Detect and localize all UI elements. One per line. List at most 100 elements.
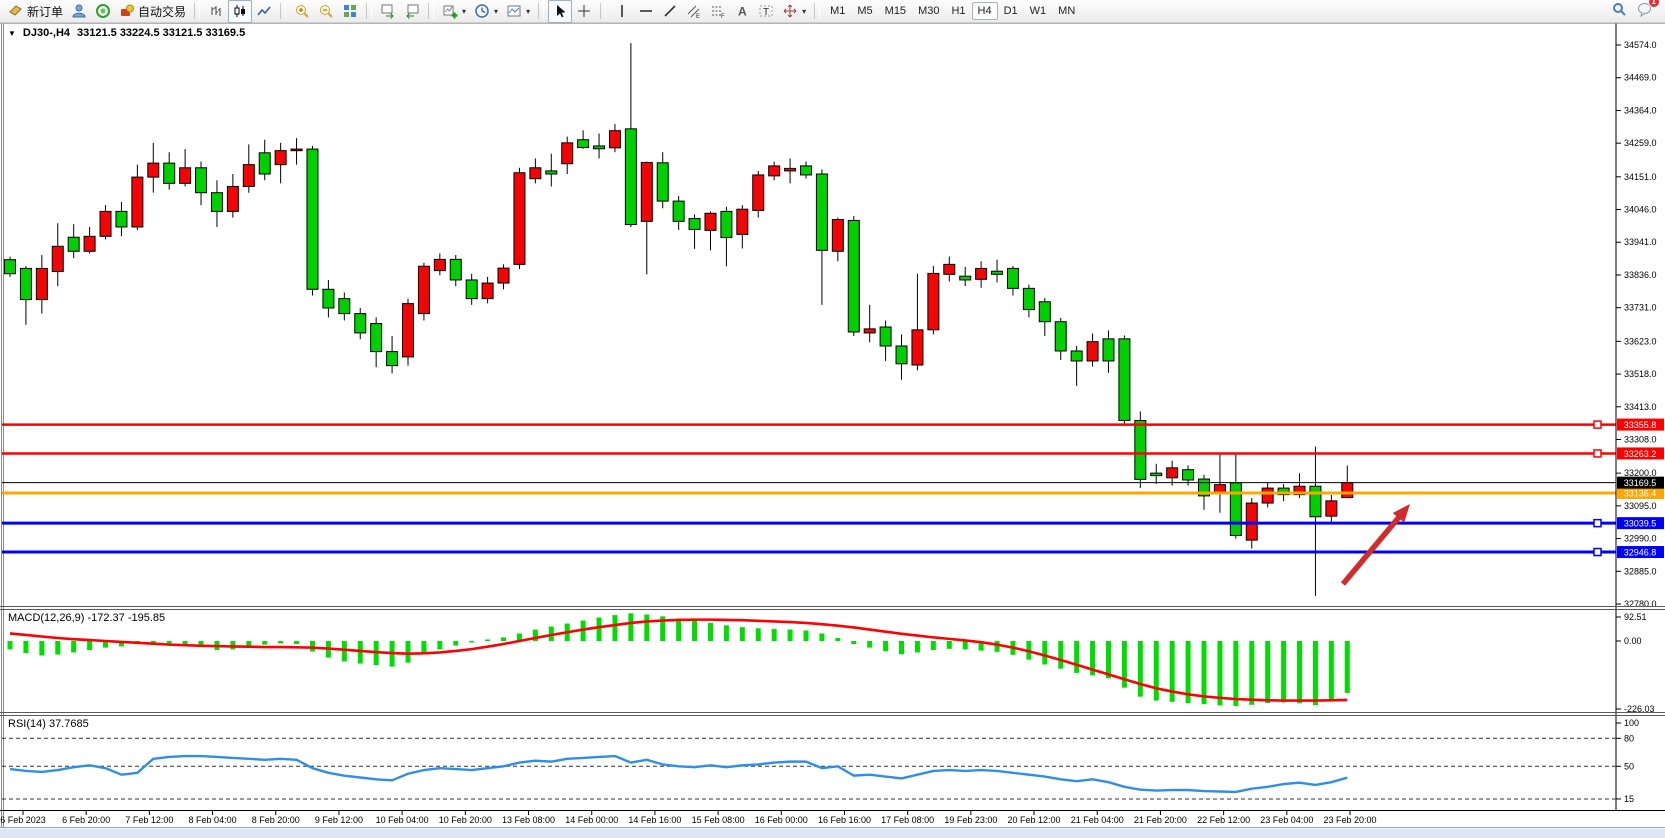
chevron-down-icon[interactable]: ▾: [526, 6, 531, 16]
vline-button[interactable]: [610, 0, 634, 23]
zoom-in-button[interactable]: [290, 0, 314, 23]
signal-button[interactable]: [91, 0, 115, 23]
candle-body: [290, 148, 303, 152]
macd-histogram-bar: [1249, 641, 1255, 705]
macd-histogram-bar: [612, 615, 618, 641]
timeframe-w1-button[interactable]: W1: [1029, 5, 1047, 17]
cursor-button[interactable]: [548, 0, 573, 23]
new-order-button[interactable]: 新订单: [4, 0, 67, 23]
trendline-button[interactable]: [658, 0, 682, 23]
candle-body: [354, 313, 367, 334]
price-badge: [1617, 486, 1664, 499]
macd-histogram-bar: [660, 616, 666, 641]
candle-body: [831, 218, 844, 252]
macd-histogram-bar: [485, 639, 491, 641]
periods-button[interactable]: ▾: [470, 0, 502, 23]
candle-body: [847, 219, 860, 333]
zoom-out-button[interactable]: [314, 0, 338, 23]
hline-handle[interactable]: [1593, 518, 1602, 528]
macd-histogram-bar: [1105, 641, 1111, 679]
timeframe-m15-button[interactable]: M15: [884, 5, 907, 17]
candle-body: [274, 150, 287, 166]
price-axis-label: 33623.0: [1624, 336, 1657, 346]
candlestick-button[interactable]: [228, 0, 253, 23]
line-chart-button[interactable]: [252, 0, 276, 23]
candle-body: [1166, 467, 1179, 479]
macd-histogram-bar: [723, 625, 729, 641]
trend-arrow-head[interactable]: [1392, 504, 1410, 523]
macd-axis-label: 92.51: [1624, 612, 1647, 622]
price-axis-label: 34151.0: [1624, 172, 1657, 182]
candle-body: [83, 235, 96, 252]
candle-body: [529, 167, 542, 180]
text-button[interactable]: A: [730, 0, 754, 23]
arrange-icon: [404, 3, 420, 19]
macd-histogram-bar: [453, 641, 459, 646]
date-axis-label: 13 Feb 08:00: [502, 815, 555, 825]
rsi-label: RSI(14) 37.7685: [8, 718, 89, 730]
candle-body: [417, 265, 430, 315]
price-axis-label: 34574.0: [1624, 40, 1657, 50]
date-axis-label: 21 Feb 20:00: [1134, 815, 1187, 825]
hline-icon: [638, 3, 654, 19]
timeframe-m1-button[interactable]: M1: [830, 5, 846, 17]
crosshair-button[interactable]: [572, 0, 596, 23]
track-chart-button[interactable]: [400, 0, 424, 23]
shapes-icon: [782, 3, 798, 19]
symbol-dropdown-icon[interactable]: ▼: [8, 28, 16, 38]
hline-handle[interactable]: [1593, 547, 1602, 557]
chevron-down-icon[interactable]: ▾: [462, 6, 467, 16]
templates-button[interactable]: ▾: [502, 0, 534, 23]
candle-body: [943, 263, 956, 275]
candle-body: [179, 167, 192, 184]
fibonacci-button[interactable]: F: [706, 0, 730, 23]
trend-arrow-shaft[interactable]: [1340, 509, 1406, 586]
channel-button[interactable]: E: [682, 0, 706, 23]
search-icon[interactable]: [1611, 1, 1627, 22]
toolbar-separator: [538, 3, 545, 19]
price-axis-label: 34364.0: [1624, 105, 1657, 115]
tile-windows-button[interactable]: [338, 0, 362, 23]
toolbar-separator: [428, 3, 435, 19]
timeframe-mn-button[interactable]: MN: [1058, 5, 1076, 17]
hline-handle[interactable]: [1593, 420, 1602, 429]
price-badge-label: 33355.8: [1624, 420, 1657, 430]
candle-body: [433, 258, 446, 272]
text-label-button[interactable]: T: [754, 0, 778, 23]
shapes-button[interactable]: ▾: [778, 0, 810, 23]
bar-chart-button[interactable]: [204, 0, 228, 23]
macd-histogram-bar: [978, 641, 984, 651]
price-axis-label: 34259.0: [1624, 138, 1657, 148]
macd-label: MACD(12,26,9) -172.37 -195.85: [8, 612, 165, 624]
auto-arrange-button[interactable]: [376, 0, 400, 23]
timeframe-d1-button[interactable]: D1: [1003, 5, 1018, 17]
macd-histogram-bar: [1281, 641, 1287, 703]
bottom-strip: [0, 828, 1665, 838]
macd-histogram-bar: [851, 641, 857, 645]
macd-histogram-bar: [787, 629, 793, 641]
candle-body: [115, 210, 128, 228]
hline-button[interactable]: [634, 0, 658, 23]
chevron-down-icon[interactable]: ▾: [802, 6, 807, 16]
timeframe-h4-button[interactable]: H4: [971, 2, 998, 20]
candle-body: [608, 130, 621, 149]
timeframe-h1-button[interactable]: H1: [951, 5, 966, 17]
candle-body: [545, 170, 558, 175]
timeframe-m30-button[interactable]: M30: [918, 5, 940, 17]
new-chart-button[interactable]: ▾: [438, 0, 470, 23]
label-icon: T: [758, 3, 774, 19]
price-axis-label: 33941.0: [1624, 237, 1657, 247]
chevron-down-icon[interactable]: ▾: [494, 6, 499, 16]
timeframe-m5-button[interactable]: M5: [857, 5, 873, 17]
candle-body: [704, 212, 717, 231]
alerts-button[interactable]: 1: [1637, 0, 1660, 22]
date-axis-label: 14 Feb 00:00: [565, 815, 618, 825]
hline-handle[interactable]: [1593, 449, 1602, 458]
price-badge: [1617, 546, 1664, 559]
macd-axis-label: -226.03: [1624, 704, 1655, 714]
price-badge-label: 32946.8: [1624, 548, 1657, 558]
candle-body: [306, 148, 319, 290]
profile-button[interactable]: [67, 0, 91, 23]
autotrade-button[interactable]: 自动交易: [115, 0, 190, 23]
